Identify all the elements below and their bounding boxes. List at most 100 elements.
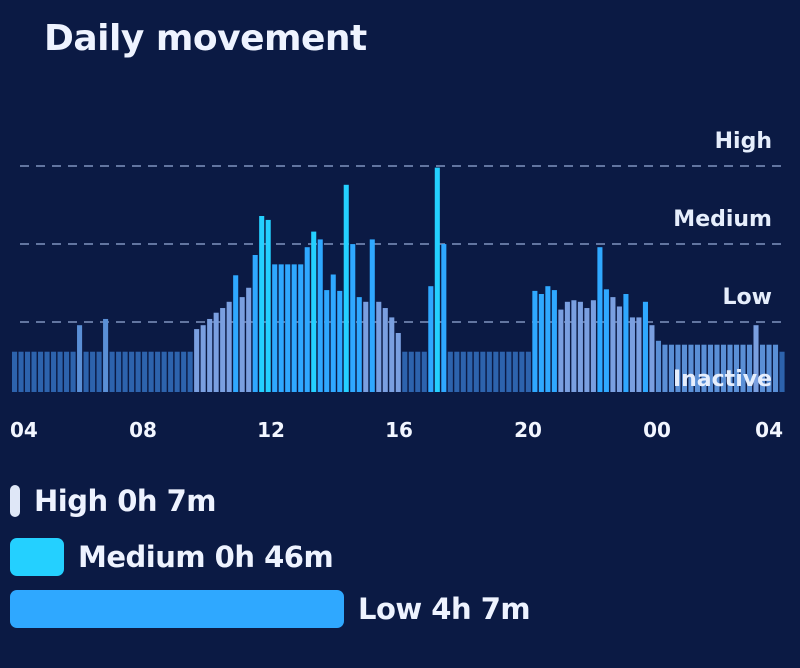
bar — [772, 344, 779, 392]
bar — [376, 301, 382, 392]
level-label-inactive: Inactive — [673, 367, 772, 392]
bar — [25, 351, 31, 392]
bar — [57, 351, 63, 392]
bar — [142, 351, 148, 392]
bar — [51, 351, 57, 392]
bar — [564, 301, 570, 392]
bar — [720, 344, 727, 392]
bar — [480, 351, 486, 392]
bar — [499, 351, 505, 392]
x-tick-label: 00 — [643, 418, 671, 442]
bar — [324, 290, 330, 392]
bar — [369, 239, 375, 392]
legend-low: Low 4h 7m — [10, 590, 531, 628]
bar — [96, 351, 102, 392]
bar — [77, 325, 83, 392]
x-tick-label: 04 — [755, 418, 783, 442]
bar — [681, 344, 687, 392]
bar — [148, 351, 154, 392]
bar — [408, 351, 414, 392]
bar — [278, 264, 284, 392]
bar — [207, 318, 213, 392]
bar — [603, 289, 609, 392]
bar — [766, 344, 772, 392]
page-title: Daily movement — [44, 18, 367, 59]
bar — [363, 301, 369, 392]
bar — [402, 351, 408, 392]
bar — [584, 308, 590, 392]
legend-low-label: Low 4h 7m — [358, 592, 531, 626]
bar — [707, 344, 714, 392]
x-tick-label: 04 — [10, 418, 38, 442]
bar — [538, 294, 544, 392]
bar — [467, 351, 473, 392]
bar — [558, 309, 564, 392]
bar — [291, 264, 297, 392]
bar — [694, 344, 701, 392]
level-label-low: Low — [723, 285, 772, 310]
bar — [545, 286, 551, 392]
bar — [415, 351, 421, 392]
bar — [239, 297, 245, 392]
bar — [454, 351, 460, 392]
x-tick-label: 16 — [385, 418, 413, 442]
bar — [213, 312, 219, 392]
movement-bars — [12, 167, 785, 392]
bar — [135, 351, 141, 392]
bar — [753, 325, 759, 392]
bar — [220, 308, 226, 392]
bar — [590, 300, 596, 392]
x-tick-label: 20 — [514, 418, 542, 442]
bar — [512, 351, 518, 392]
bar — [389, 317, 395, 392]
bar — [168, 351, 174, 392]
bar — [733, 344, 740, 392]
bar — [122, 351, 128, 392]
level-gridlines — [20, 165, 785, 323]
bar — [779, 351, 785, 392]
bar — [577, 301, 583, 392]
bar — [597, 247, 603, 392]
bar — [395, 333, 401, 392]
bar — [486, 351, 492, 392]
bar — [571, 300, 577, 392]
bar — [285, 264, 291, 392]
bar — [12, 351, 18, 392]
movement-chart: Inactive Low Medium High 04 08 12 16 20 00 04 — [10, 129, 785, 442]
bar — [246, 287, 252, 392]
bar — [187, 351, 193, 392]
bar — [493, 351, 499, 392]
bar — [298, 264, 304, 392]
x-tick-labels: 04 08 12 16 20 00 04 — [10, 418, 783, 442]
bar — [38, 351, 44, 392]
bar — [428, 286, 434, 392]
bar — [675, 344, 681, 392]
bar — [746, 344, 753, 392]
bar — [447, 351, 453, 392]
bar — [649, 325, 655, 392]
bar — [727, 344, 733, 392]
legend-high-label: High 0h 7m — [34, 484, 217, 518]
bar — [70, 351, 76, 392]
bar — [103, 318, 109, 392]
level-label-medium: Medium — [673, 207, 772, 232]
bar — [317, 239, 323, 392]
bar — [265, 219, 271, 392]
bar — [623, 294, 629, 392]
bar — [441, 244, 447, 392]
bar — [701, 344, 707, 392]
bar — [382, 308, 388, 392]
bar — [740, 344, 746, 392]
bar — [161, 351, 167, 392]
bar — [64, 351, 70, 392]
bar — [233, 275, 239, 392]
bar — [532, 290, 538, 392]
x-tick-label: 08 — [129, 418, 157, 442]
bar — [688, 344, 694, 392]
bar — [252, 255, 258, 392]
bar — [506, 351, 512, 392]
bar — [519, 351, 525, 392]
bar — [662, 344, 668, 392]
bar — [44, 351, 50, 392]
